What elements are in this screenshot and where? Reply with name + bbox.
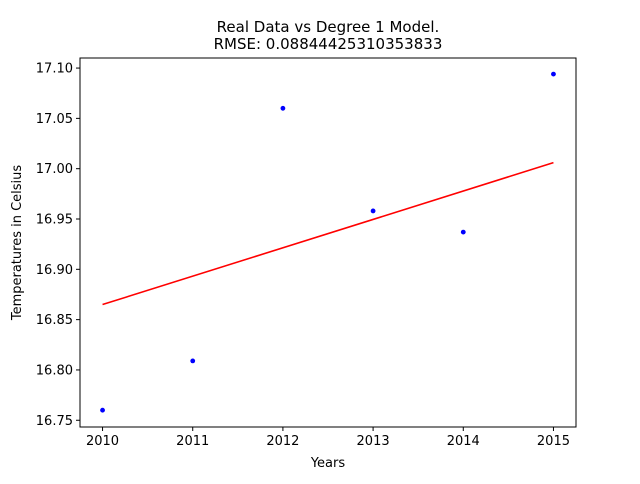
- chart-title: Real Data vs Degree 1 Model.: [217, 18, 440, 36]
- x-tick-label: 2014: [447, 434, 480, 449]
- x-axis: 2010 2011 2012 2013 2014 2015: [86, 427, 570, 449]
- y-tick-label: 17.10: [36, 62, 73, 77]
- y-tick-label: 16.80: [36, 363, 73, 378]
- model-line: [102, 161, 554, 306]
- data-point: [280, 105, 286, 111]
- x-tick-label: 2015: [537, 434, 570, 449]
- y-tick-label: 16.90: [36, 263, 73, 278]
- x-tick-label: 2010: [86, 434, 119, 449]
- y-tick-label: 16.95: [36, 213, 73, 228]
- x-tick-label: 2012: [266, 434, 299, 449]
- chart-subtitle: RMSE: 0.08844425310353833: [214, 35, 443, 53]
- axes-frame: [79, 57, 577, 428]
- data-point: [370, 208, 376, 214]
- data-point: [460, 229, 466, 235]
- x-tick-label: 2011: [176, 434, 209, 449]
- y-tick-label: 17.00: [36, 162, 73, 177]
- data-point: [100, 407, 105, 413]
- y-axis: 16.75 16.80 16.85 16.90 16.95 17.00 17.05 17.10: [36, 62, 80, 429]
- data-point: [190, 358, 196, 364]
- x-tick-label: 2013: [357, 434, 390, 449]
- y-tick-label: 17.05: [36, 112, 73, 127]
- data-point: [551, 71, 556, 77]
- y-tick-label: 16.75: [36, 414, 73, 429]
- plot-area: [100, 71, 556, 413]
- x-axis-label: Years: [310, 456, 346, 471]
- y-tick-label: 16.85: [36, 313, 73, 328]
- y-axis-label: Temperatures in Celsius: [10, 165, 25, 322]
